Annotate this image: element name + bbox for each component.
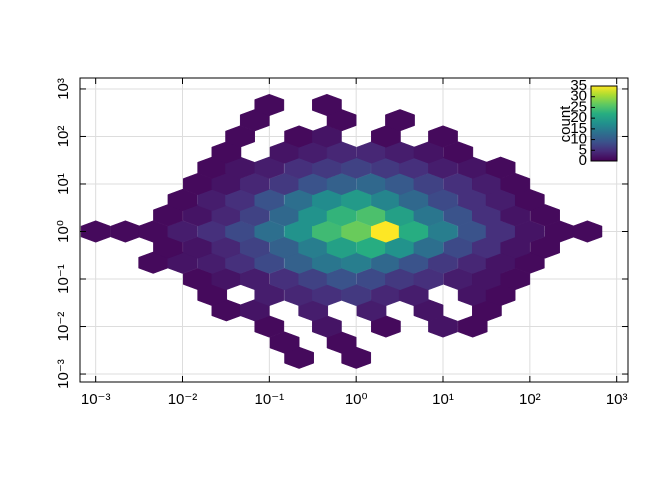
colorbar-label: count bbox=[557, 105, 574, 143]
y-tick-label: 10⁻³ bbox=[55, 359, 72, 389]
hex-cell bbox=[385, 109, 415, 132]
colorbar-tick-label: 30 bbox=[570, 88, 587, 105]
colorbar-tick-label: 15 bbox=[570, 120, 587, 137]
x-tick-label: 10⁻¹ bbox=[255, 391, 285, 408]
colorbar-tick-label: 0 bbox=[579, 152, 587, 169]
y-tick-label: 10² bbox=[55, 126, 72, 148]
hex-cell bbox=[312, 315, 342, 338]
hex-cell bbox=[485, 156, 516, 179]
hex-cell bbox=[254, 93, 285, 117]
y-tick-label: 10¹ bbox=[55, 173, 72, 195]
colorbar-tick-label: 20 bbox=[570, 109, 587, 126]
y-tick-label: 10⁰ bbox=[55, 220, 72, 243]
hex-cell bbox=[80, 220, 111, 243]
x-tick-label: 10¹ bbox=[432, 391, 454, 408]
hex-cell bbox=[371, 125, 401, 148]
colorbar-tick-label: 25 bbox=[570, 98, 587, 115]
colorbar-tick-label: 10 bbox=[570, 131, 587, 148]
colorbar-tick-label: 35 bbox=[570, 77, 587, 94]
colorbar-tick-label: 5 bbox=[579, 141, 587, 158]
colorbar bbox=[590, 85, 618, 162]
y-tick-label: 10⁻² bbox=[55, 312, 72, 342]
hex-cell bbox=[428, 125, 458, 148]
hex-cell bbox=[572, 220, 603, 243]
y-tick-label: 10⁻¹ bbox=[55, 264, 72, 294]
hex-cell bbox=[312, 93, 342, 117]
x-tick-label: 10³ bbox=[606, 391, 628, 408]
x-tick-label: 10² bbox=[519, 391, 541, 408]
x-tick-label: 10⁰ bbox=[345, 391, 368, 408]
y-tick-label: 10³ bbox=[55, 78, 72, 100]
plot-frame bbox=[79, 77, 629, 383]
x-tick-label: 10⁻³ bbox=[81, 391, 111, 408]
x-tick-label: 10⁻² bbox=[168, 391, 198, 408]
